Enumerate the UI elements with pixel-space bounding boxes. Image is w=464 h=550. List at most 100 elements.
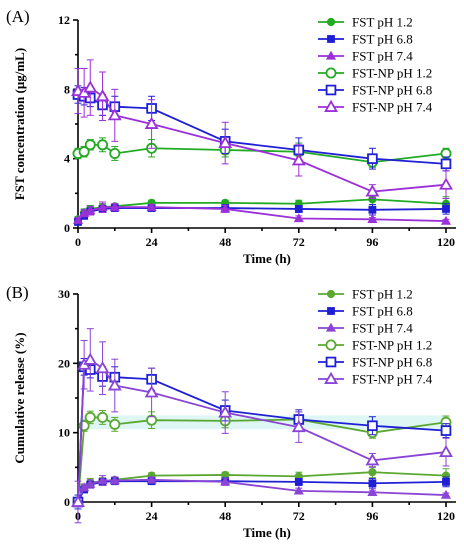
data-point	[95, 89, 110, 102]
x-tick-label: 48	[219, 235, 231, 249]
legend-label: FST-NP pH 7.4	[352, 372, 433, 387]
y-axis-title: FST concentration (μg/mL)	[12, 48, 27, 200]
data-point	[440, 158, 452, 170]
legend-label: FST-NP pH 7.4	[352, 100, 433, 115]
legend-item: FST-NP pH 7.4	[318, 100, 433, 115]
data-point	[440, 489, 452, 499]
data-point	[144, 116, 159, 129]
legend-label: FST pH 7.4	[352, 321, 413, 336]
legend-label: FST pH 7.4	[352, 49, 413, 64]
legend-label: FST pH 1.2	[352, 15, 413, 30]
data-point	[365, 184, 380, 197]
data-point	[367, 420, 378, 432]
data-point	[109, 418, 121, 430]
legend-marker	[326, 289, 336, 299]
y-tick-label: 30	[58, 287, 70, 301]
legend-marker	[327, 35, 335, 43]
legend-item: FST-NP pH 1.2	[318, 338, 432, 353]
data-point	[293, 485, 304, 495]
data-point	[291, 153, 306, 166]
data-point	[365, 453, 380, 466]
series-line	[77, 416, 447, 503]
data-point	[294, 205, 303, 213]
x-tick-label: 72	[293, 235, 305, 249]
data-point	[442, 477, 450, 486]
y-tick-label: 12	[58, 13, 70, 27]
legend-label: FST-NP pH 1.2	[352, 66, 432, 81]
legend-label: FST-NP pH 1.2	[352, 338, 432, 353]
data-point	[442, 205, 450, 213]
legend-label: FST pH 6.8	[352, 304, 413, 319]
data-point	[107, 108, 122, 121]
legend-label: FST-NP pH 6.8	[352, 83, 432, 98]
legend-marker	[324, 371, 338, 384]
data-point	[146, 474, 157, 484]
x-tick-label: 120	[437, 235, 455, 249]
y-tick-label: 0	[64, 221, 70, 235]
data-point	[146, 201, 157, 211]
data-point	[84, 139, 96, 151]
y-tick-label: 4	[64, 152, 70, 166]
legend-marker	[324, 99, 338, 112]
data-point	[440, 425, 452, 436]
series-3	[72, 201, 452, 225]
x-tick-label: 120	[437, 509, 455, 523]
data-point	[78, 146, 90, 158]
panel-label: (A)	[6, 7, 30, 26]
legend-item: FST pH 7.4	[318, 321, 413, 336]
y-tick-label: 8	[64, 82, 70, 96]
data-point	[97, 201, 108, 211]
legend-label: FST-NP pH 6.8	[352, 355, 432, 370]
legend: FST pH 1.2 FST pH 6.8 FST pH 7.4 FST-NP pH …	[318, 15, 433, 115]
data-point	[291, 419, 306, 433]
data-point	[144, 385, 159, 398]
x-tick-label: 72	[293, 509, 305, 523]
data-point	[83, 80, 98, 93]
data-point	[71, 494, 85, 507]
data-point	[439, 177, 453, 190]
x-tick-label: 48	[219, 509, 231, 523]
data-point	[367, 487, 378, 496]
series-2	[74, 476, 450, 506]
data-point	[220, 203, 231, 213]
data-point	[293, 213, 304, 223]
x-axis-title: Time (h)	[243, 251, 291, 266]
x-tick-label: 96	[366, 235, 378, 249]
y-axis-title: Cumulative release (%)	[12, 332, 27, 463]
data-point	[368, 479, 377, 488]
data-point	[367, 214, 378, 223]
series-line	[77, 480, 447, 503]
data-point	[83, 352, 98, 365]
legend-marker	[325, 339, 337, 351]
data-point	[294, 477, 303, 486]
data-point	[107, 378, 122, 391]
data-point	[97, 139, 109, 151]
panel-label: (B)	[6, 283, 29, 302]
legend-marker	[325, 50, 337, 60]
highlight-band	[80, 415, 448, 430]
series-3	[72, 474, 452, 506]
y-tick-label: 10	[58, 426, 70, 440]
legend: FST pH 1.2 FST pH 6.8 FST pH 7.4 FST-NP pH …	[318, 287, 433, 387]
data-point	[97, 411, 109, 423]
series-6	[71, 59, 453, 200]
y-tick-label: 20	[58, 356, 70, 370]
data-point	[85, 478, 96, 488]
x-tick-label: 24	[146, 235, 158, 249]
data-point	[109, 201, 120, 211]
legend-marker	[326, 17, 336, 27]
legend-item: FST-NP pH 7.4	[318, 372, 433, 387]
legend-item: FST pH 1.2	[318, 15, 413, 30]
data-point	[439, 444, 453, 458]
series-6	[71, 328, 453, 524]
x-tick-label: 0	[75, 235, 81, 249]
legend-item: FST-NP pH 6.8	[318, 83, 432, 98]
legend-marker	[327, 307, 335, 315]
data-point	[84, 411, 96, 423]
data-point	[367, 153, 378, 164]
legend-item: FST-NP pH 6.8	[318, 355, 432, 370]
legend-marker	[325, 67, 337, 79]
data-point	[440, 215, 452, 225]
data-point	[97, 475, 108, 485]
